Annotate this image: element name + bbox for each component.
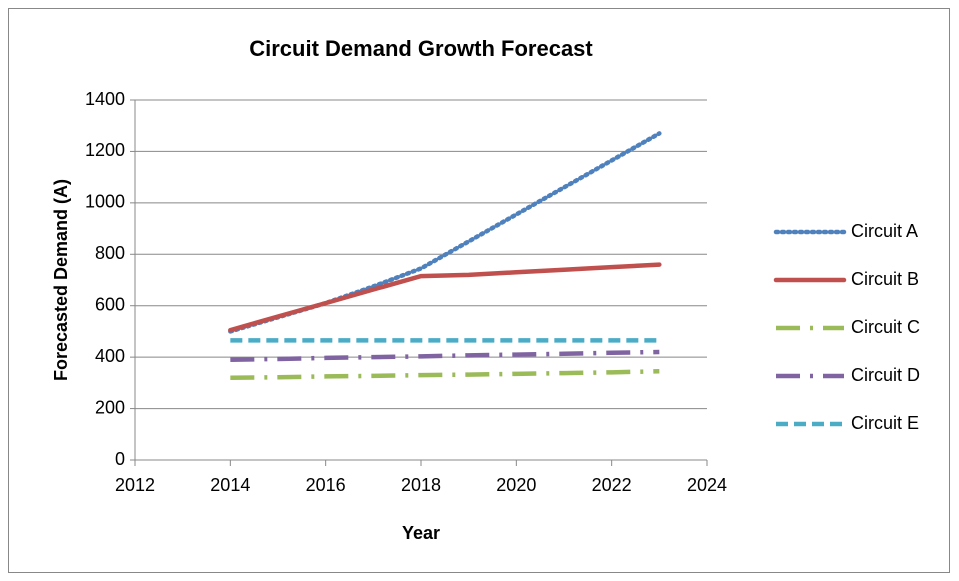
x-tick-label: 2014 bbox=[210, 475, 250, 495]
y-tick-label: 1200 bbox=[85, 140, 125, 160]
x-tick-label: 2024 bbox=[687, 475, 727, 495]
chart-title: Circuit Demand Growth Forecast bbox=[249, 36, 593, 61]
x-tick-label: 2018 bbox=[401, 475, 441, 495]
x-tick-label: 2020 bbox=[496, 475, 536, 495]
chart-border bbox=[8, 8, 950, 573]
x-tick-label: 2022 bbox=[592, 475, 632, 495]
y-tick-label: 1000 bbox=[85, 192, 125, 212]
legend-label: Circuit B bbox=[851, 269, 919, 289]
legend-label: Circuit E bbox=[851, 413, 919, 433]
series-line bbox=[228, 262, 662, 333]
legend-label: Circuit C bbox=[851, 317, 920, 337]
x-tick-label: 2012 bbox=[115, 475, 155, 495]
legend-label: Circuit A bbox=[851, 221, 918, 241]
y-tick-label: 0 bbox=[115, 449, 125, 469]
y-tick-label: 1400 bbox=[85, 89, 125, 109]
x-tick-label: 2016 bbox=[306, 475, 346, 495]
y-axis-title: Forecasted Demand (A) bbox=[51, 179, 71, 381]
y-tick-label: 600 bbox=[95, 294, 125, 314]
x-axis-title: Year bbox=[402, 523, 440, 543]
legend-label: Circuit D bbox=[851, 365, 920, 385]
y-tick-label: 800 bbox=[95, 243, 125, 263]
y-tick-label: 400 bbox=[95, 346, 125, 366]
y-tick-label: 200 bbox=[95, 397, 125, 417]
